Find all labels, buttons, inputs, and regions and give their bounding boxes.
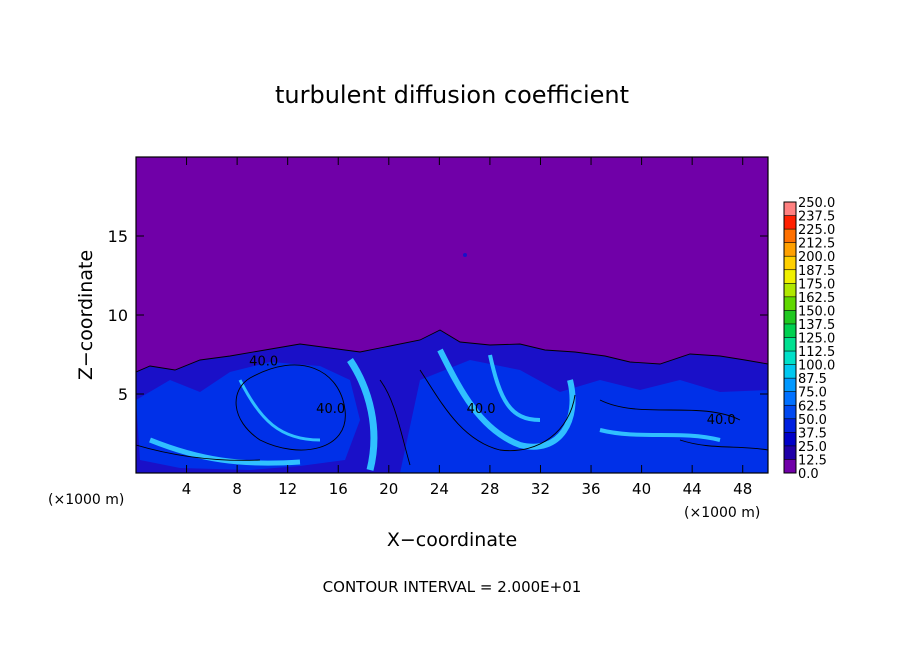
colorbar-label: 150.0 [798,304,835,319]
colorbar-band [784,378,796,392]
colorbar-label: 200.0 [798,250,835,265]
colorbar-label: 37.5 [798,426,827,441]
colorbar-label: 25.0 [798,440,827,455]
colorbar-label: 212.5 [798,237,835,252]
colorbar-band [784,269,796,284]
x-tick-label: 28 [480,480,499,498]
chart-title: turbulent diffusion coefficient [275,81,629,109]
contour-interval: CONTOUR INTERVAL = 2.000E+01 [323,578,582,596]
colorbar-band [784,202,796,216]
contour-label: 40.0 [707,413,736,428]
colorbar-band [784,445,796,460]
x-tick-label: 4 [182,480,192,498]
contour-label: 40.0 [249,355,278,370]
colorbar-band [784,418,796,433]
colorbar-label: 75.0 [798,386,827,401]
colorbar-label: 175.0 [798,277,835,292]
colorbar-band [784,283,796,297]
colorbar-label: 12.5 [798,453,827,468]
colorbar-label: 50.0 [798,413,827,428]
x-tick-label: 8 [232,480,242,498]
x-tick-label: 20 [379,480,398,498]
colorbar-label: 225.0 [798,223,835,238]
colorbar-label: 62.5 [798,399,827,414]
colorbar-label: 87.5 [798,372,827,387]
y-tick-label: 15 [108,227,128,246]
x-unit-label: (×1000 m) [48,492,124,508]
colorbar-label: 125.0 [798,332,835,347]
colorbar-label: 0.0 [798,467,819,482]
colorbar-label: 237.5 [798,210,835,225]
y-axis-label: Z−coordinate [75,250,97,380]
x-tick-label: 48 [733,480,752,498]
colorbar-label: 137.5 [798,318,835,333]
x-unit-label: (×1000 m) [684,505,760,521]
y-tick-label: 5 [118,385,128,404]
x-tick-label: 16 [329,480,348,498]
colorbar-band [784,351,796,365]
contour-label: 40.0 [467,402,496,417]
x-tick-label: 40 [632,480,651,498]
contour-field [136,157,768,473]
colorbar-band [784,296,796,311]
colorbar-label: 112.5 [798,345,835,360]
colorbar-label: 250.0 [798,196,835,211]
colorbar-band [784,229,796,243]
colorbar-label: 162.5 [798,291,835,306]
colorbar-label: 187.5 [798,264,835,279]
colorbar-band [784,459,796,473]
colorbar-band [784,391,796,406]
x-axis-label: X−coordinate [387,529,517,551]
colorbar-band [784,310,796,324]
colorbar-band [784,242,796,257]
colorbar-band [784,432,796,446]
x-tick-label: 36 [581,480,600,498]
colorbar-band [784,256,796,270]
x-tick-label: 44 [683,480,702,498]
x-tick-label: 24 [430,480,449,498]
colorbar-band [784,364,796,379]
colorbar-band [784,405,796,419]
x-tick-label: 12 [278,480,297,498]
colorbar-band [784,215,796,230]
colorbar-band [784,323,796,338]
y-tick-label: 10 [108,306,128,325]
colorbar-label: 100.0 [798,359,835,374]
colorbar-band [784,337,796,352]
x-tick-label: 32 [531,480,550,498]
contour-label: 40.0 [316,402,345,417]
